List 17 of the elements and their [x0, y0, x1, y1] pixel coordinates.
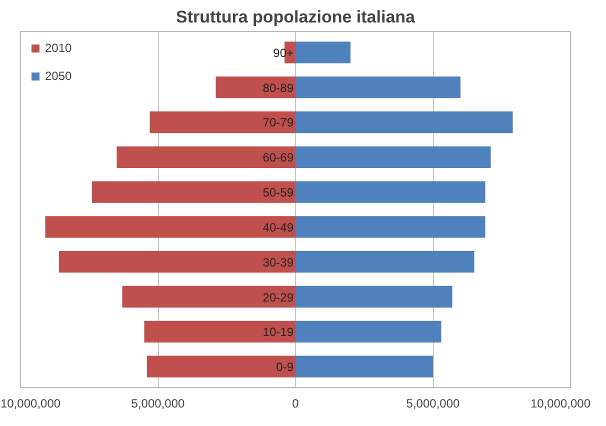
y-tick-label: 20-29	[262, 290, 294, 304]
legend-label: 2050	[45, 69, 72, 83]
x-tick-label: 5,000,000	[406, 396, 460, 410]
x-tick-label: 0	[292, 396, 300, 410]
chart-title: Struttura popolazione italiana	[176, 8, 416, 26]
y-tick-label: 80-89	[262, 80, 294, 95]
y-tick-label: 30-39	[262, 255, 294, 270]
y-tick-label: 10-19	[262, 325, 294, 340]
y-tick-label: 40-49	[262, 220, 294, 234]
legend-label: 2010	[45, 41, 72, 55]
y-tick-label: 60-69	[262, 150, 294, 165]
x-tick-label: 5,000,000	[131, 396, 186, 410]
y-tick-label: 70-79	[262, 116, 294, 130]
y-tick-label: 50-59	[262, 186, 294, 200]
x-tick-label: 10,000,000	[530, 396, 591, 410]
y-tick-label: 0-9	[276, 360, 294, 374]
x-tick-label: 10,000,000	[0, 396, 61, 410]
